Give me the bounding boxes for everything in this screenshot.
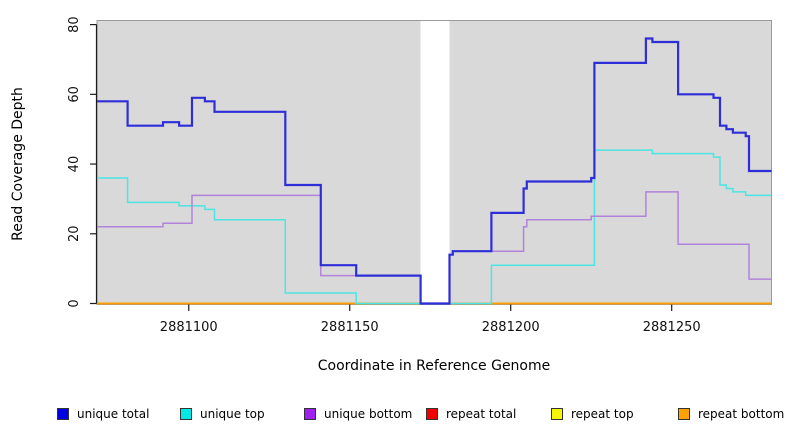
legend-item-unique-top: unique top xyxy=(180,405,265,423)
legend-swatch-icon xyxy=(551,408,563,420)
legend-item-unique-total: unique total xyxy=(57,405,149,423)
legend-swatch-icon xyxy=(678,408,690,420)
legend-label: unique top xyxy=(200,407,265,421)
legend-label: repeat top xyxy=(571,407,634,421)
legend-label: repeat bottom xyxy=(698,407,785,421)
legend-item-repeat-total: repeat total xyxy=(426,405,516,423)
y-axis-label: Read Coverage Depth xyxy=(10,87,26,241)
legend-swatch-icon xyxy=(304,408,316,420)
x-tick-label: 2881100 xyxy=(160,320,218,335)
series-line-unique-top xyxy=(97,149,772,305)
x-tick-label: 2881150 xyxy=(321,320,379,335)
legend: unique total unique top unique bottom repea… xyxy=(0,402,792,428)
legend-label: unique total xyxy=(77,407,150,421)
y-tick-label: 20 xyxy=(67,226,82,243)
legend-swatch-icon xyxy=(57,408,69,420)
legend-item-unique-bottom: unique bottom xyxy=(304,405,412,423)
series-line-unique-total xyxy=(97,37,772,305)
legend-item-repeat-bottom: repeat bottom xyxy=(678,405,784,423)
y-tick-label: 80 xyxy=(67,16,82,33)
plot-canvas: 0 20 40 60 80 2881100 2881150 2881200 2881250 Re… xyxy=(10,16,772,374)
legend-item-repeat-top: repeat top xyxy=(551,405,634,423)
legend-swatch-icon xyxy=(180,408,192,420)
coverage-gap xyxy=(420,21,450,304)
y-tick-label: 0 xyxy=(67,299,82,307)
legend-swatch-icon xyxy=(426,408,438,420)
legend-label: repeat total xyxy=(446,407,517,421)
x-tick-label: 2881250 xyxy=(643,320,701,335)
x-tick-label: 2881200 xyxy=(482,320,540,335)
x-axis-label: Coordinate in Reference Genome xyxy=(318,358,551,374)
y-tick-label: 40 xyxy=(67,156,82,173)
legend-label: unique bottom xyxy=(324,407,413,421)
y-tick-label: 60 xyxy=(67,86,82,103)
